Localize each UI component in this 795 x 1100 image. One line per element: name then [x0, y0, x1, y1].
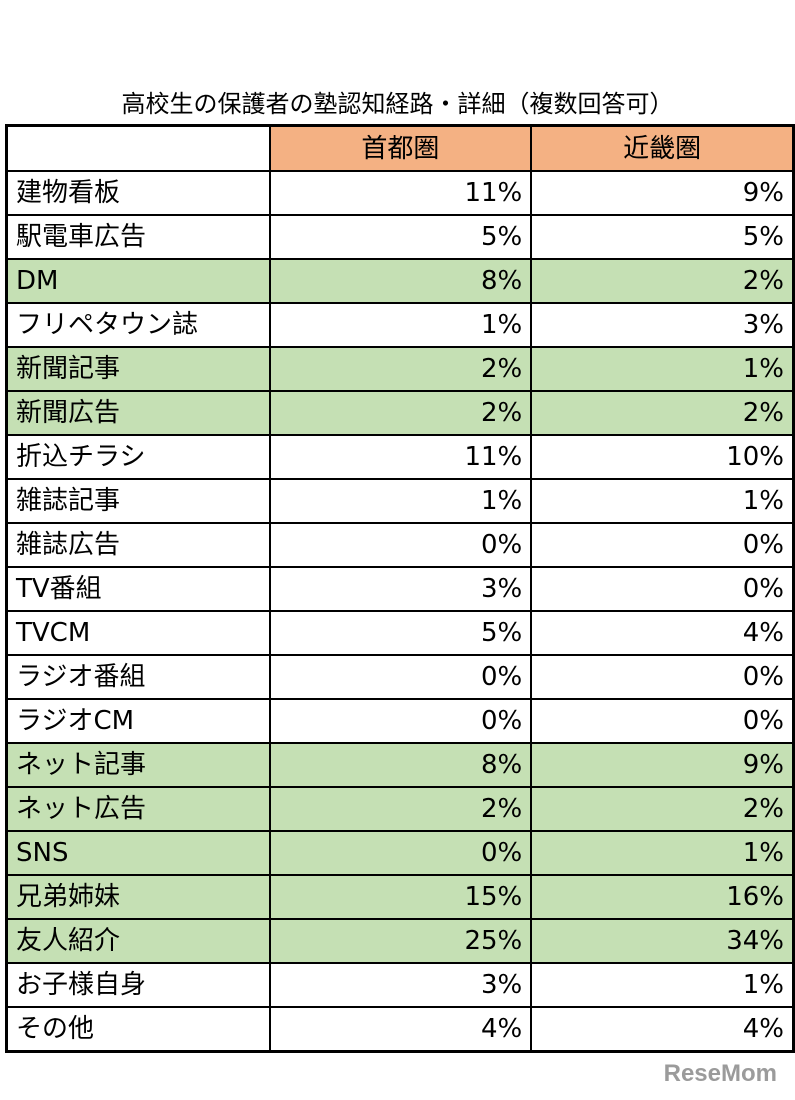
value-shutoken: 2% — [268, 390, 533, 436]
row-label: 駅電車広告 — [5, 214, 271, 260]
table-row: TVCM 5% 4% — [5, 610, 795, 656]
value-shutoken: 5% — [268, 214, 533, 260]
row-label: 雑誌記事 — [5, 478, 271, 524]
value-kinki: 3% — [530, 302, 795, 348]
value-shutoken: 0% — [268, 522, 533, 568]
table-row: ラジオ番組 0% 0% — [5, 654, 795, 700]
value-shutoken: 11% — [268, 434, 533, 480]
value-kinki: 1% — [530, 346, 795, 392]
row-label: ネット広告 — [5, 786, 271, 832]
table-row: DM 8% 2% — [5, 258, 795, 304]
value-kinki: 2% — [530, 786, 795, 832]
table-row: ラジオCM 0% 0% — [5, 698, 795, 744]
table-row: ネット記事 8% 9% — [5, 742, 795, 788]
row-label: 友人紹介 — [5, 918, 271, 964]
value-shutoken: 8% — [268, 258, 533, 304]
value-shutoken: 15% — [268, 874, 533, 920]
data-table: 首都圏 近畿圏 建物看板 11% 9% 駅電車広告 5% 5% DM 8% 2% フリペタウン誌 1… — [5, 124, 795, 1053]
value-kinki: 0% — [530, 698, 795, 744]
value-kinki: 4% — [530, 610, 795, 656]
table-row: 新聞記事 2% 1% — [5, 346, 795, 392]
header-cell-shutoken: 首都圏 — [268, 124, 533, 172]
table-row: 兄弟姉妹 15% 16% — [5, 874, 795, 920]
value-kinki: 0% — [530, 522, 795, 568]
row-label: 建物看板 — [5, 170, 271, 216]
table-title: 高校生の保護者の塾認知経路・詳細（複数回答可） — [121, 90, 674, 118]
table-row: 建物看板 11% 9% — [5, 170, 795, 216]
table-row: 折込チラシ 11% 10% — [5, 434, 795, 480]
table-row: SNS 0% 1% — [5, 830, 795, 876]
row-label: TV番組 — [5, 566, 271, 612]
value-shutoken: 5% — [268, 610, 533, 656]
value-kinki: 34% — [530, 918, 795, 964]
value-shutoken: 11% — [268, 170, 533, 216]
table-row: フリペタウン誌 1% 3% — [5, 302, 795, 348]
row-label: ラジオ番組 — [5, 654, 271, 700]
value-kinki: 4% — [530, 1006, 795, 1053]
value-shutoken: 8% — [268, 742, 533, 788]
value-shutoken: 4% — [268, 1006, 533, 1053]
value-kinki: 2% — [530, 258, 795, 304]
value-shutoken: 0% — [268, 654, 533, 700]
row-label: DM — [5, 258, 271, 304]
value-kinki: 0% — [530, 654, 795, 700]
value-kinki: 1% — [530, 830, 795, 876]
table-row: 友人紹介 25% 34% — [5, 918, 795, 964]
value-kinki: 1% — [530, 478, 795, 524]
row-label: その他 — [5, 1006, 271, 1053]
value-shutoken: 0% — [268, 830, 533, 876]
row-label: SNS — [5, 830, 271, 876]
value-shutoken: 25% — [268, 918, 533, 964]
value-shutoken: 1% — [268, 302, 533, 348]
table-row: ネット広告 2% 2% — [5, 786, 795, 832]
header-row: 首都圏 近畿圏 — [5, 124, 795, 172]
header-cell-empty — [5, 124, 271, 172]
table-row: 雑誌広告 0% 0% — [5, 522, 795, 568]
value-shutoken: 2% — [268, 346, 533, 392]
row-label: ラジオCM — [5, 698, 271, 744]
value-kinki: 0% — [530, 566, 795, 612]
resemom-watermark-logo: ReseMom — [663, 1060, 777, 1087]
table-row: その他 4% 4% — [5, 1006, 795, 1053]
row-label: 折込チラシ — [5, 434, 271, 480]
table-row: 駅電車広告 5% 5% — [5, 214, 795, 260]
row-label: 新聞広告 — [5, 390, 271, 436]
value-kinki: 9% — [530, 742, 795, 788]
row-label: フリペタウン誌 — [5, 302, 271, 348]
row-label: 雑誌広告 — [5, 522, 271, 568]
value-shutoken: 3% — [268, 566, 533, 612]
row-label: TVCM — [5, 610, 271, 656]
value-shutoken: 2% — [268, 786, 533, 832]
header-cell-kinki: 近畿圏 — [530, 124, 795, 172]
value-kinki: 2% — [530, 390, 795, 436]
row-label: 新聞記事 — [5, 346, 271, 392]
value-kinki: 5% — [530, 214, 795, 260]
value-kinki: 1% — [530, 962, 795, 1008]
value-shutoken: 1% — [268, 478, 533, 524]
table-row: 新聞広告 2% 2% — [5, 390, 795, 436]
value-kinki: 10% — [530, 434, 795, 480]
table-row: お子様自身 3% 1% — [5, 962, 795, 1008]
value-kinki: 9% — [530, 170, 795, 216]
value-shutoken: 0% — [268, 698, 533, 744]
table-row: 雑誌記事 1% 1% — [5, 478, 795, 524]
table-row: TV番組 3% 0% — [5, 566, 795, 612]
value-shutoken: 3% — [268, 962, 533, 1008]
value-kinki: 16% — [530, 874, 795, 920]
row-label: 兄弟姉妹 — [5, 874, 271, 920]
row-label: お子様自身 — [5, 962, 271, 1008]
row-label: ネット記事 — [5, 742, 271, 788]
